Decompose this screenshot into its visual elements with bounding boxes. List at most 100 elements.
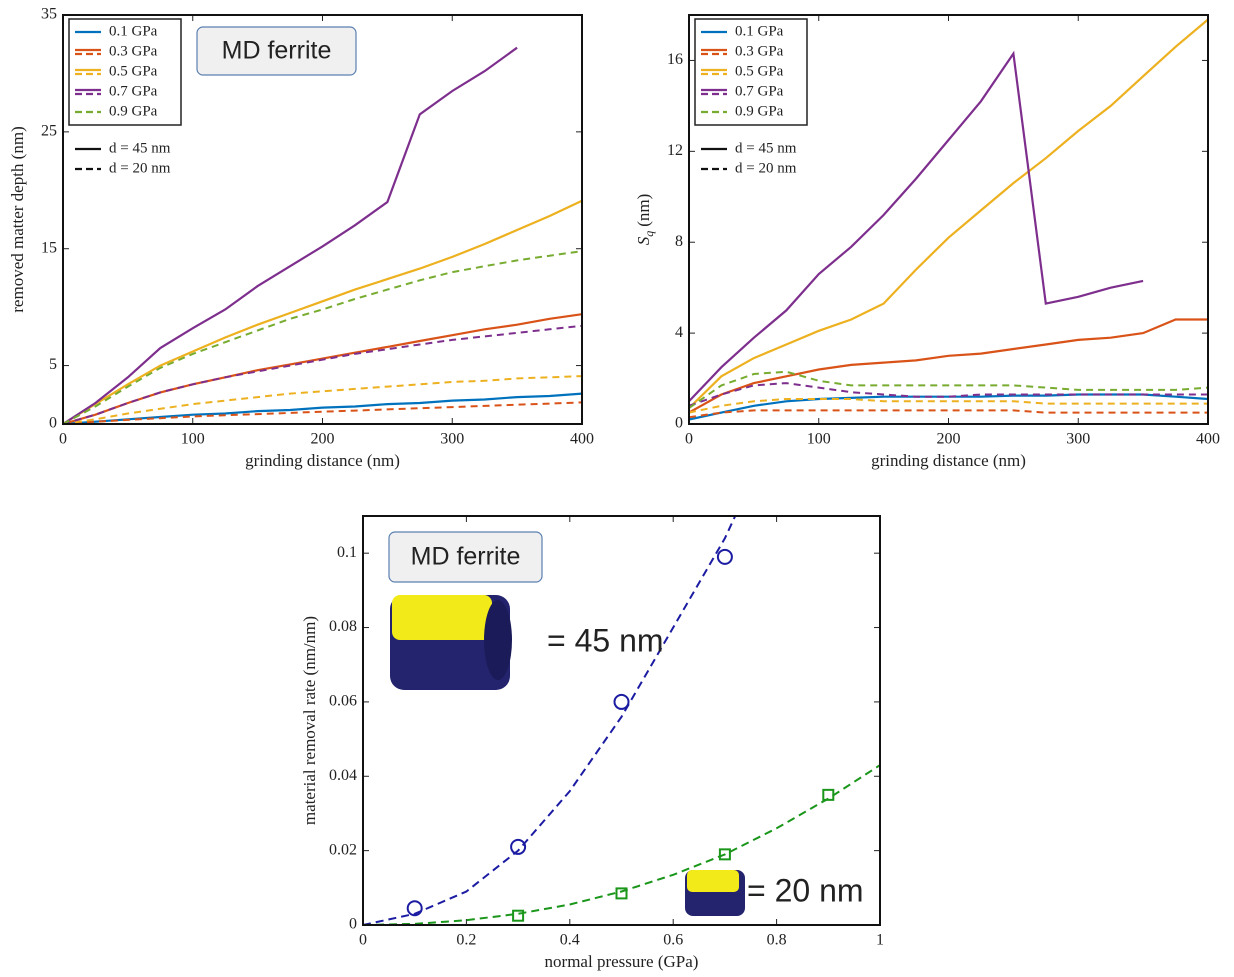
y-tick-label: 16 — [667, 51, 683, 68]
y-axis-label: material removal rate (nm/nm) — [300, 616, 319, 825]
legend-label: 0.9 GPa — [109, 103, 158, 119]
series-line-dashed — [62, 324, 583, 425]
legend-label: 0.9 GPa — [735, 103, 784, 119]
data-point — [406, 900, 423, 917]
y-tick-label: 12 — [667, 142, 683, 159]
x-tick-label: 0.6 — [663, 932, 683, 949]
series-label: = 20 nm — [747, 872, 864, 908]
data-point — [716, 548, 733, 565]
series-line-dashed — [688, 398, 1208, 414]
legend-label: 0.7 GPa — [735, 83, 784, 99]
fit-line — [362, 515, 737, 926]
data-point — [718, 848, 731, 861]
y-tick-label: 0 — [349, 916, 357, 933]
y-tick-label: 0.06 — [329, 693, 357, 710]
data-point — [512, 909, 525, 922]
data-point — [510, 838, 527, 855]
x-tick-label: 400 — [1196, 431, 1220, 448]
y-label-sub: q — [642, 231, 656, 237]
annotation: MD ferrite — [222, 37, 332, 65]
y-label-main: S — [634, 236, 653, 245]
legend-box — [694, 18, 808, 126]
legend-label: 0.3 GPa — [109, 43, 158, 59]
x-tick-label: 0 — [359, 932, 367, 949]
legend-label: d = 20 nm — [735, 160, 797, 176]
series-line-dashed — [62, 250, 583, 425]
x-tick-label: 0 — [685, 431, 693, 448]
y-axis-label: removed matter depth (nm) — [8, 126, 27, 312]
y-label-unit: (nm) — [634, 194, 653, 227]
y-tick-label: 0.1 — [337, 544, 357, 561]
legend-label: d = 45 nm — [109, 140, 171, 156]
x-tick-label: 300 — [440, 431, 464, 448]
data-point — [822, 788, 835, 801]
plot-area — [62, 46, 583, 426]
y-tick-label: 25 — [41, 123, 57, 140]
series-line — [688, 50, 1144, 403]
series-line — [688, 318, 1208, 414]
x-tick-label: 200 — [937, 431, 961, 448]
x-tick-label: 300 — [1066, 431, 1090, 448]
icon-top — [392, 595, 492, 640]
y-tick-label: 8 — [675, 233, 683, 250]
annotation-box — [196, 26, 357, 76]
y-tick-label: 0.08 — [329, 618, 357, 635]
legend-label: 0.5 GPa — [735, 63, 784, 79]
series-label: = 45 nm — [547, 622, 664, 658]
x-tick-label: 1 — [876, 932, 884, 949]
annotation: MD ferrite — [411, 543, 521, 571]
y-tick-label: 15 — [41, 239, 57, 256]
chart: 0 100 200 300 400 0 5 15 25 35 grinding distance (… — [8, 6, 594, 470]
fit-line — [362, 764, 881, 926]
plot-area — [362, 515, 881, 926]
x-tick-label: 0.8 — [767, 932, 787, 949]
x-tick-label: 400 — [570, 431, 594, 448]
plot-area — [688, 18, 1209, 421]
x-axis-label: normal pressure (GPa) — [545, 952, 699, 971]
series-line-dashed — [62, 375, 583, 425]
icon-side — [484, 600, 512, 680]
chart: 0 100 200 300 400 0 4 8 12 16 grinding distance (n… — [634, 14, 1220, 470]
x-axis-label: grinding distance (nm) — [245, 451, 400, 470]
legend-label: 0.7 GPa — [109, 83, 158, 99]
y-tick-label: 0 — [49, 415, 57, 432]
x-tick-label: 0 — [59, 431, 67, 448]
series-line — [62, 46, 518, 425]
data-point — [615, 887, 628, 900]
legend-label: 0.5 GPa — [109, 63, 158, 79]
axes-frame — [62, 14, 583, 425]
series-line-dashed — [62, 401, 583, 425]
y-axis-label: Sq (nm) — [634, 194, 656, 246]
series-line-dashed — [688, 370, 1209, 409]
x-tick-label: 100 — [807, 431, 831, 448]
legend-label: 0.1 GPa — [109, 23, 158, 39]
x-tick-label: 0.2 — [456, 932, 476, 949]
data-point — [613, 693, 630, 710]
axes-frame — [688, 14, 1209, 425]
series-line — [688, 18, 1209, 409]
x-axis-label: grinding distance (nm) — [871, 451, 1026, 470]
annotation-box — [388, 531, 543, 583]
y-tick-label: 35 — [41, 6, 57, 23]
chart: 0 0.2 0.4 0.6 0.8 1 0 0.02 0.04 0.06 0.08 0.1 normal… — [300, 515, 884, 971]
series-line-dashed — [688, 382, 1208, 407]
y-tick-label: 5 — [49, 356, 57, 373]
y-tick-label: 4 — [675, 324, 683, 341]
series-line — [62, 199, 583, 425]
icon-top — [687, 870, 739, 892]
x-tick-label: 200 — [311, 431, 335, 448]
series-line-dashed — [688, 409, 1208, 419]
legend-label: d = 45 nm — [735, 140, 797, 156]
legend-label: 0.1 GPa — [735, 23, 784, 39]
legend-box — [68, 18, 182, 126]
y-tick-label: 0.02 — [329, 841, 357, 858]
axes-frame — [362, 515, 881, 926]
legend-label: 0.3 GPa — [735, 43, 784, 59]
x-tick-label: 100 — [181, 431, 205, 448]
cube-icon-45 — [390, 595, 512, 690]
cube-icon-20 — [685, 870, 745, 916]
legend-label: d = 20 nm — [109, 160, 171, 176]
series-line — [688, 393, 1209, 421]
y-tick-label: 0.04 — [329, 767, 357, 784]
